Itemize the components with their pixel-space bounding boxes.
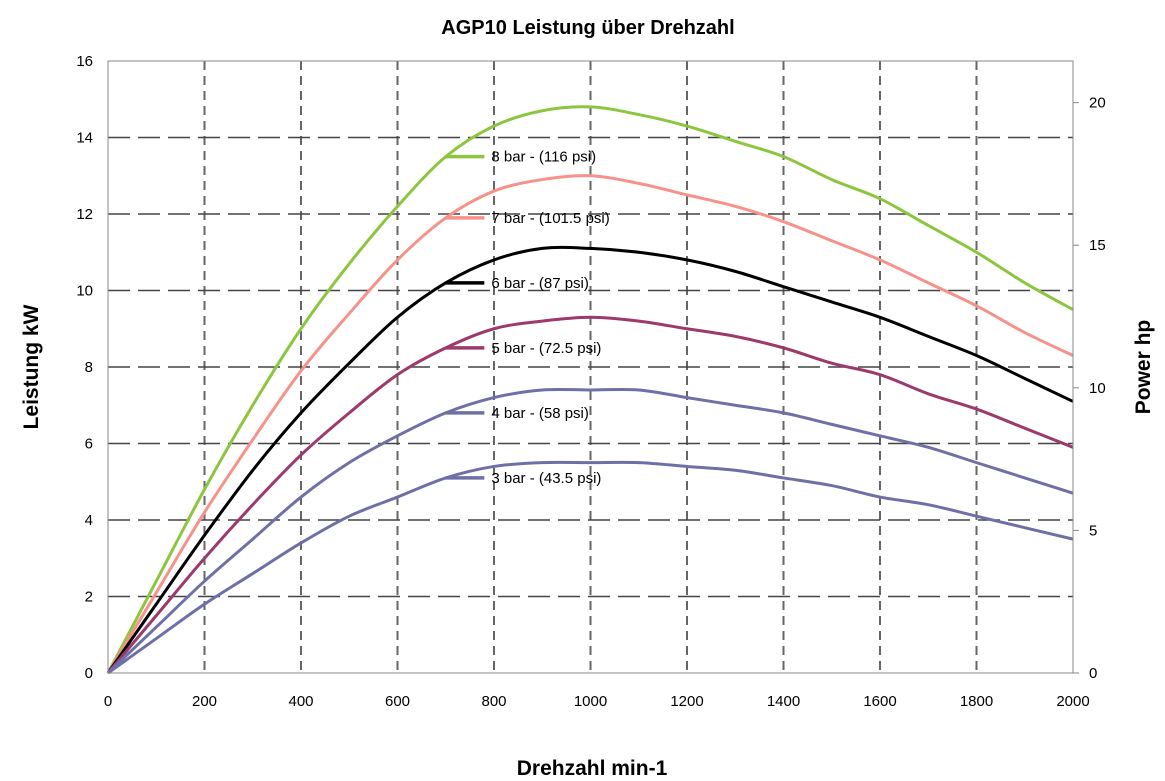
y-tick-label: 2	[85, 589, 93, 606]
grid	[108, 61, 1073, 673]
series-line-2	[106, 245, 1074, 674]
y-axis-title: Leistung kW	[20, 304, 43, 429]
y-axis-ticks: 0 2 4 6 8 10 12 14 16	[76, 53, 93, 682]
y-tick-label: 10	[76, 283, 93, 300]
y2-tick-label: 10	[1089, 380, 1106, 397]
x-tick-label: 400	[288, 693, 313, 710]
legend-label-1: 7 bar - (101.5 psi)	[491, 210, 609, 227]
x-tick-label: 1600	[863, 693, 896, 710]
series-line-5	[107, 460, 1074, 675]
x-axis-ticks: 0 200 400 600 800 1000 1200 1400 1600 1800 2000	[104, 693, 1090, 710]
series-lines	[106, 105, 1074, 675]
series-line-3	[106, 315, 1074, 674]
series-line-1	[106, 174, 1074, 674]
chart-title: AGP10 Leistung über Drehzahl	[441, 17, 734, 39]
x-tick-label: 200	[192, 693, 217, 710]
x-tick-label: 600	[385, 693, 410, 710]
y-tick-label: 6	[85, 436, 93, 453]
inline-legend: 8 bar - (116 psi) 7 bar - (101.5 psi) 6 ba…	[445, 149, 610, 487]
y2-tick-label: 0	[1089, 665, 1097, 682]
y-tick-label: 16	[76, 53, 93, 70]
x-tick-label: 800	[481, 693, 506, 710]
x-tick-label: 1400	[767, 693, 800, 710]
series-line-0	[106, 105, 1074, 674]
y-tick-label: 14	[76, 130, 93, 147]
y2-tick-label: 20	[1089, 95, 1106, 112]
x-tick-label: 2000	[1056, 693, 1089, 710]
legend-label-2: 6 bar - (87 psi)	[491, 275, 589, 292]
y2-tick-label: 5	[1089, 522, 1097, 539]
y2-axis-ticks: 0 5 10 15 20	[1073, 95, 1106, 682]
legend-label-5: 3 bar - (43.5 psi)	[491, 470, 601, 487]
x-tick-label: 1200	[670, 693, 703, 710]
y2-axis-title: Power hp	[1132, 320, 1155, 415]
plot-area-border	[107, 60, 1074, 674]
y-tick-label: 0	[85, 665, 93, 682]
legend-label-0: 8 bar - (116 psi)	[491, 149, 596, 166]
x-tick-label: 0	[104, 693, 112, 710]
y-tick-label: 12	[76, 206, 93, 223]
y-tick-label: 4	[85, 512, 93, 529]
y-tick-label: 8	[85, 359, 93, 376]
series-line-4	[106, 387, 1074, 675]
legend-label-3: 5 bar - (72.5 psi)	[491, 340, 601, 357]
y2-tick-label: 15	[1089, 237, 1106, 254]
x-tick-label: 1800	[960, 693, 993, 710]
x-axis-title: Drehzahl min-1	[517, 757, 668, 780]
legend-label-4: 4 bar - (58 psi)	[491, 405, 589, 422]
x-tick-label: 1000	[574, 693, 607, 710]
